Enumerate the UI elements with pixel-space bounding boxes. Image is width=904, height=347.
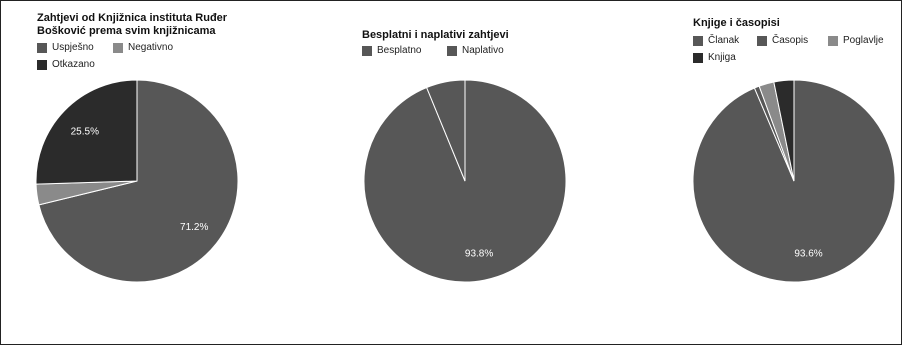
legend-label: Negativno [128,42,174,53]
legend-swatch [757,35,767,46]
chart-panel-requests: Zahtjevi od Knjižnica instituta Ruđer Bo… [1,1,301,346]
legend-swatch [362,45,372,56]
pie-data-label: 93.8% [465,248,493,259]
legend-item-clanak: Članak [693,35,739,46]
pie-slice-knjiga [773,79,795,182]
pie-data-label: 93.6% [794,248,822,259]
chart-panel-books-journals: Knjige i časopisi Članak Časopis Poglavl… [601,1,903,346]
legend-label: Besplatno [377,45,422,56]
legend-item-otkazano: Otkazano [37,59,95,70]
legend-item-uspjesno: Uspješno [37,42,94,53]
pie-slice-uspjesno [38,79,239,283]
legend-swatch [113,42,123,53]
legend-label: Poglavlje [843,35,884,46]
legend-swatch [693,52,703,63]
pie-chart: 93.8% [363,79,567,283]
legend-swatch [693,35,703,46]
legend-item-knjiga: Knjiga [693,52,736,63]
legend-swatch [828,35,838,46]
chart-title: Zahtjevi od Knjižnica instituta Ruđer Bo… [37,12,228,37]
legend-label: Otkazano [52,59,95,70]
legend-swatch [37,59,47,70]
legend-item-negativno: Negativno [113,42,173,53]
legend-label: Članak [708,35,740,46]
legend-item-naplativo: Naplativo [447,45,504,56]
legend-item-poglavlje: Poglavlje [828,35,884,46]
pie-chart: 71.2% 25.5% [35,79,239,283]
legend-item-besplatno: Besplatno [362,45,421,56]
legend-label: Naplativo [462,45,504,56]
legend-label: Uspješno [52,42,94,53]
pie-slice-otkazano [35,79,138,185]
legend-swatch [37,42,47,53]
pie-data-label: 71.2% [180,222,208,233]
pie-data-label: 25.5% [71,126,99,137]
chart-panel-free-paid: Besplatni i naplativi zahtjevi Besplatno… [301,1,601,346]
legend-item-casopis: Časopis [757,35,808,46]
legend-swatch [447,45,457,56]
legend-label: Knjiga [708,52,736,63]
pie-chart: 93.6% [692,79,896,283]
chart-title: Knjige i časopisi [693,17,780,29]
chart-title: Besplatni i naplativi zahtjevi [362,29,509,41]
legend-label: Časopis [772,35,809,46]
pie-slice-naplativo [425,79,466,182]
